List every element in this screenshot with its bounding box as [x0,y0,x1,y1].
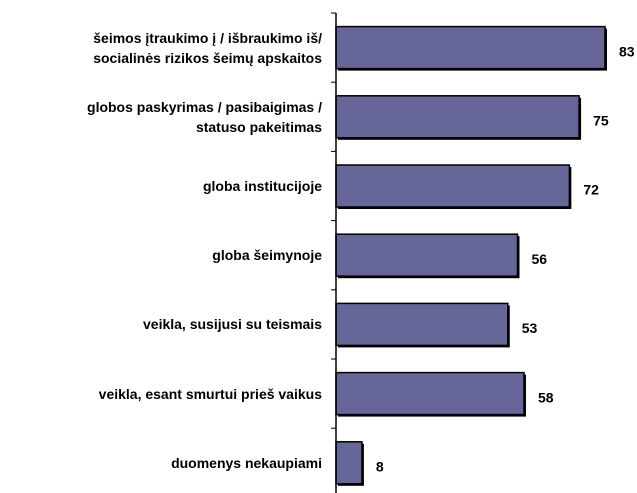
category-label: globa institucijoje [202,178,322,194]
bar [335,164,571,208]
category-label: duomenys nekaupiami [171,454,322,471]
value-label: 75 [593,113,609,129]
bar [335,371,525,416]
value-label: 83 [619,43,635,59]
category-label: šeimos įtraukimo į / išbraukimo iš/ soci… [93,29,322,66]
bar [335,441,363,485]
category-label: globos paskyrimas / pasibaigimas / statu… [87,98,322,135]
value-label: 8 [376,459,384,475]
category-label: globa šeimynoje [212,247,322,264]
value-label: 56 [531,251,547,267]
bar [335,302,509,347]
category-label: veikla, esant smurtui prieš vaikus [98,385,322,402]
value-label: 53 [522,320,538,336]
bar [335,25,606,70]
value-label: 58 [538,389,554,405]
value-label: 72 [583,182,599,198]
category-label: veikla, susijusi su teismais [143,316,322,333]
bar [335,233,519,277]
bar [335,95,580,139]
